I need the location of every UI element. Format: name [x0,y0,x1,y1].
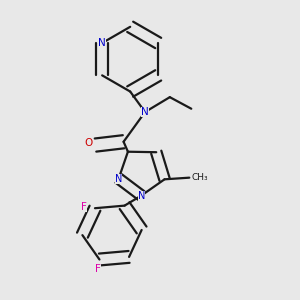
Text: F: F [95,264,101,274]
Text: N: N [115,173,122,184]
Text: N: N [138,190,145,201]
Text: N: N [141,107,149,117]
Text: O: O [84,138,92,148]
Text: N: N [98,38,106,48]
Text: CH₃: CH₃ [192,173,208,182]
Text: F: F [82,202,87,212]
